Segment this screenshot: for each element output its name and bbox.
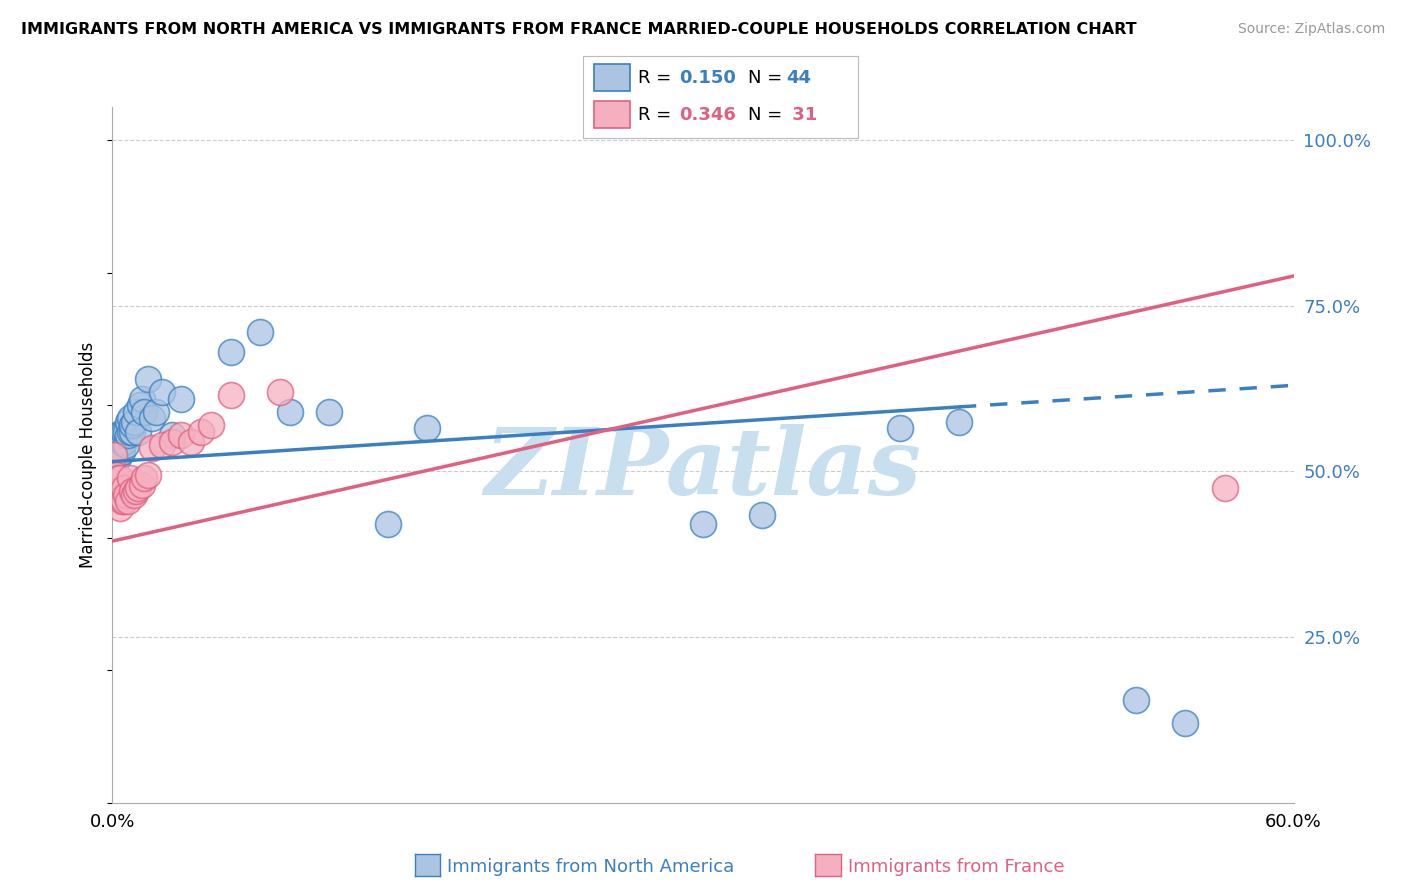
Point bbox=[219, 388, 242, 402]
Text: R =: R = bbox=[638, 106, 678, 124]
Point bbox=[249, 326, 271, 340]
Point bbox=[1213, 481, 1236, 495]
Point bbox=[131, 392, 153, 406]
Point bbox=[200, 418, 222, 433]
Point bbox=[121, 484, 143, 499]
Point bbox=[416, 421, 439, 435]
Point bbox=[103, 448, 125, 462]
Point bbox=[150, 384, 173, 399]
Point bbox=[107, 428, 129, 442]
Point bbox=[190, 425, 212, 439]
Y-axis label: Married-couple Households: Married-couple Households bbox=[79, 342, 97, 568]
Point bbox=[103, 448, 125, 462]
Point bbox=[117, 428, 139, 442]
Point bbox=[105, 434, 128, 449]
Point bbox=[107, 451, 129, 466]
Point bbox=[132, 405, 155, 419]
Point bbox=[105, 444, 128, 458]
Point bbox=[132, 471, 155, 485]
Point bbox=[377, 517, 399, 532]
Point bbox=[112, 434, 135, 449]
Point bbox=[112, 425, 135, 439]
Point bbox=[127, 425, 149, 439]
Point bbox=[948, 415, 970, 429]
Point bbox=[129, 398, 152, 412]
Point bbox=[122, 488, 145, 502]
Point bbox=[111, 425, 134, 439]
Point bbox=[121, 425, 143, 439]
Point bbox=[111, 494, 134, 508]
Point bbox=[219, 345, 242, 359]
Point bbox=[120, 425, 142, 439]
Point bbox=[110, 444, 132, 458]
Text: 0.150: 0.150 bbox=[679, 70, 737, 87]
Point bbox=[115, 438, 138, 452]
Point bbox=[110, 428, 132, 442]
Text: IMMIGRANTS FROM NORTH AMERICA VS IMMIGRANTS FROM FRANCE MARRIED-COUPLE HOUSEHOLD: IMMIGRANTS FROM NORTH AMERICA VS IMMIGRA… bbox=[21, 22, 1136, 37]
Point bbox=[751, 508, 773, 522]
Point bbox=[278, 405, 301, 419]
Point bbox=[110, 471, 132, 485]
Point bbox=[150, 438, 173, 452]
Text: N =: N = bbox=[748, 106, 787, 124]
Point bbox=[115, 488, 138, 502]
Point bbox=[136, 467, 159, 482]
Point bbox=[170, 392, 193, 406]
Point bbox=[115, 425, 138, 439]
Point bbox=[105, 481, 128, 495]
Point bbox=[1174, 716, 1197, 731]
Point bbox=[111, 491, 134, 505]
Point bbox=[111, 434, 134, 449]
Point bbox=[160, 428, 183, 442]
Text: R =: R = bbox=[638, 70, 678, 87]
Text: Immigrants from North America: Immigrants from North America bbox=[447, 858, 734, 876]
Text: ZIPatlas: ZIPatlas bbox=[485, 424, 921, 514]
Point bbox=[125, 484, 148, 499]
Point bbox=[117, 494, 139, 508]
Point bbox=[110, 500, 132, 515]
Bar bbox=[595, 102, 630, 128]
Point bbox=[269, 384, 291, 399]
Point bbox=[107, 471, 129, 485]
Text: N =: N = bbox=[748, 70, 787, 87]
Text: Immigrants from France: Immigrants from France bbox=[848, 858, 1064, 876]
Point bbox=[1125, 693, 1147, 707]
Point bbox=[127, 481, 149, 495]
Point bbox=[180, 434, 202, 449]
Point bbox=[692, 517, 714, 532]
Point bbox=[145, 405, 167, 419]
Point bbox=[120, 471, 142, 485]
Point bbox=[889, 421, 911, 435]
Point bbox=[136, 372, 159, 386]
Point bbox=[170, 428, 193, 442]
Point bbox=[121, 418, 143, 433]
Point bbox=[111, 444, 134, 458]
Point bbox=[112, 481, 135, 495]
Point bbox=[141, 442, 163, 456]
Text: 0.346: 0.346 bbox=[679, 106, 737, 124]
Point bbox=[105, 467, 128, 482]
Text: Source: ZipAtlas.com: Source: ZipAtlas.com bbox=[1237, 22, 1385, 37]
Point bbox=[318, 405, 340, 419]
Point bbox=[117, 415, 139, 429]
Point bbox=[112, 494, 135, 508]
Point bbox=[160, 434, 183, 449]
Point bbox=[141, 411, 163, 425]
Text: 44: 44 bbox=[786, 70, 811, 87]
Text: 31: 31 bbox=[786, 106, 818, 124]
Point bbox=[131, 477, 153, 491]
Point bbox=[122, 415, 145, 429]
Point bbox=[107, 484, 129, 499]
Point bbox=[125, 405, 148, 419]
Bar bbox=[595, 64, 630, 92]
Point bbox=[120, 411, 142, 425]
